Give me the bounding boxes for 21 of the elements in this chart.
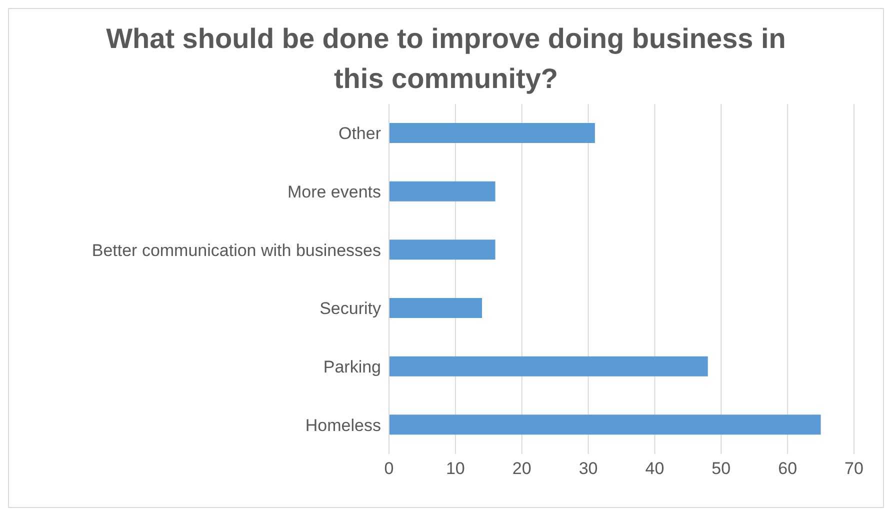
x-tick-label: 0 <box>384 459 394 478</box>
bar <box>389 414 821 435</box>
y-tick-label: Security <box>320 299 382 318</box>
x-tick-label: 70 <box>844 459 864 478</box>
x-tick-label: 20 <box>512 459 532 478</box>
bar <box>389 356 708 376</box>
x-tick-label: 40 <box>645 459 664 478</box>
bar <box>389 298 482 318</box>
bar <box>389 123 595 143</box>
bar <box>389 240 496 260</box>
y-tick-label: Better communication with businesses <box>92 240 381 260</box>
x-tick-label: 10 <box>446 459 465 478</box>
x-tick-label: 30 <box>578 459 598 478</box>
y-tick-label: More events <box>287 182 381 202</box>
y-tick-label: Parking <box>323 358 381 377</box>
x-tick-label: 50 <box>712 459 731 478</box>
x-tick-label: 60 <box>778 459 798 478</box>
y-tick-label: Other <box>338 124 382 144</box>
chart-title: What should be done to improve doing business in this community? <box>105 22 787 96</box>
y-tick-label: Homeless <box>305 416 381 435</box>
bar <box>389 181 496 202</box>
